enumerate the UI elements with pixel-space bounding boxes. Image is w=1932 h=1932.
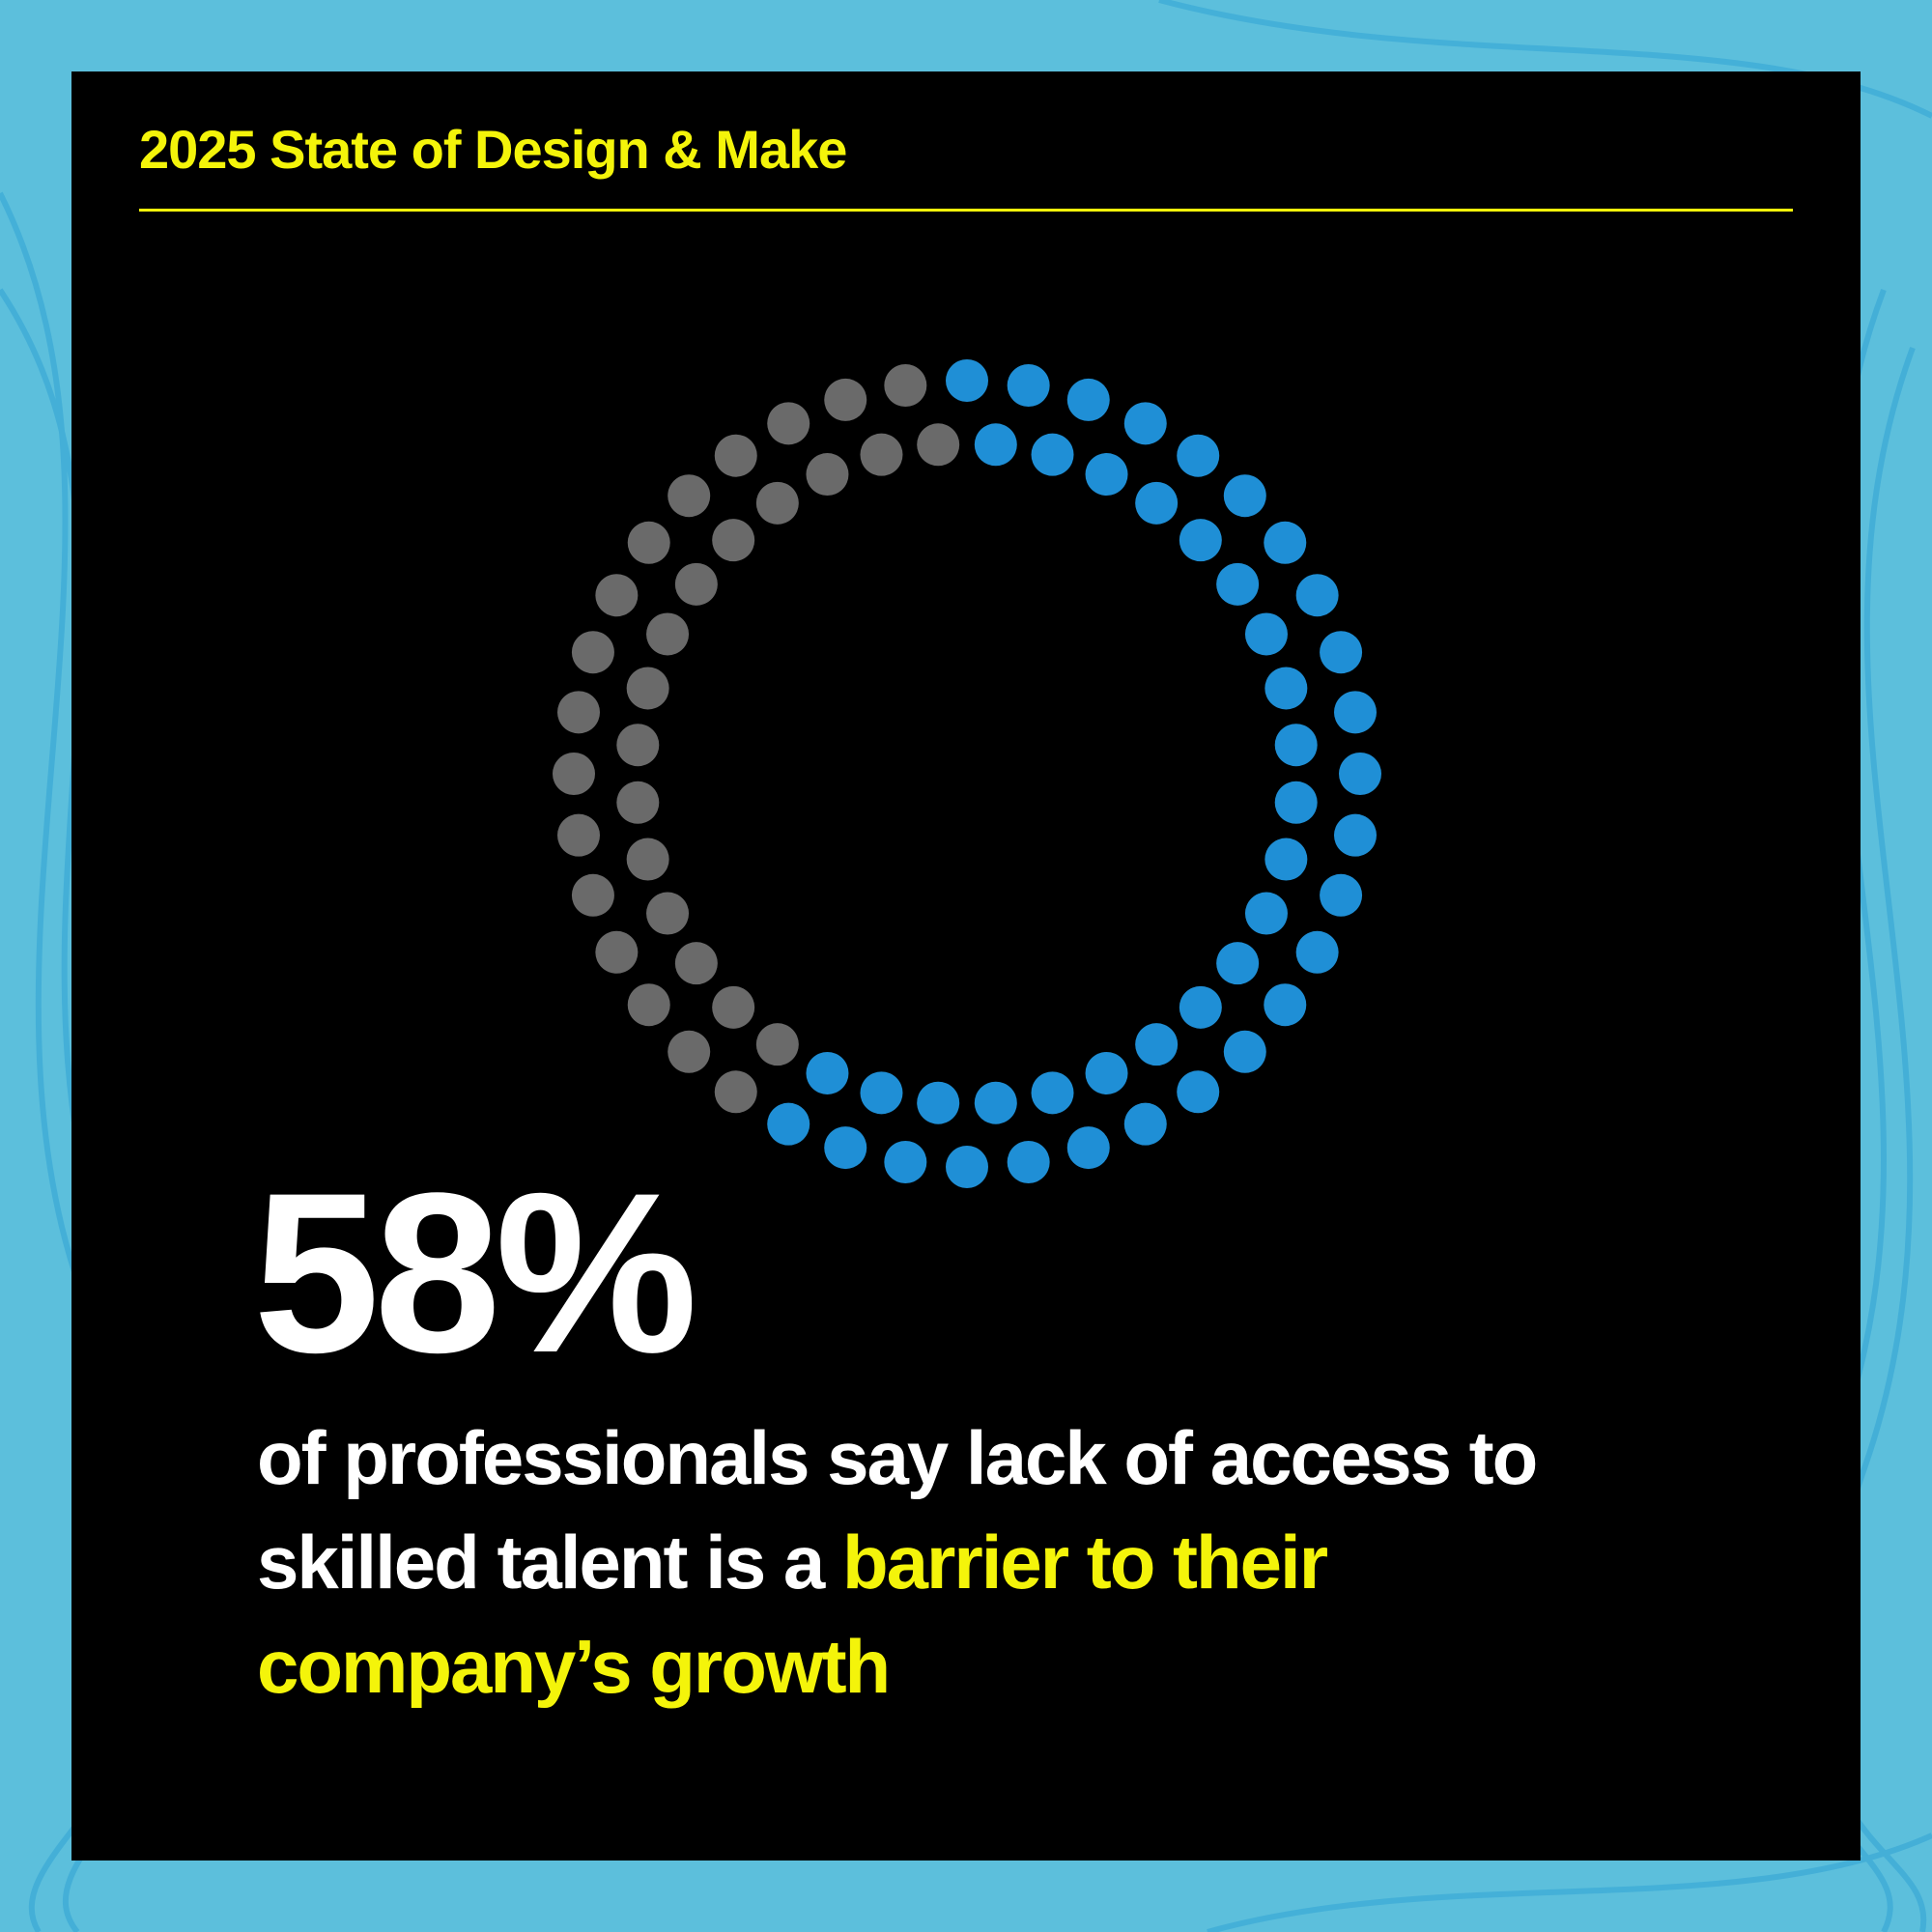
dot — [1066, 1126, 1110, 1170]
dot — [1007, 1140, 1050, 1183]
dot — [1264, 983, 1307, 1027]
dot — [1274, 781, 1318, 824]
dot — [1031, 1071, 1074, 1115]
dot — [646, 892, 690, 935]
dot — [824, 1126, 867, 1170]
dot — [1223, 474, 1266, 518]
value-dots — [767, 359, 1381, 1188]
title: 2025 State of Design & Make — [139, 119, 847, 180]
dot — [627, 983, 670, 1027]
dot — [917, 423, 960, 467]
dot — [626, 667, 669, 710]
dot — [712, 985, 755, 1029]
dot — [616, 781, 660, 824]
dot — [1295, 574, 1339, 617]
dot — [860, 433, 903, 476]
dot — [1264, 521, 1307, 564]
dot — [1264, 667, 1308, 710]
dot — [1007, 364, 1050, 408]
dot — [1320, 631, 1363, 674]
dot — [1177, 1070, 1220, 1114]
dot — [824, 378, 867, 421]
dot — [1244, 612, 1288, 656]
dot — [1274, 724, 1318, 767]
dot — [1223, 1030, 1266, 1073]
dot — [571, 631, 614, 674]
dot — [1244, 892, 1288, 935]
dot — [1123, 1102, 1167, 1146]
dot — [974, 423, 1017, 467]
dot — [767, 1102, 810, 1146]
dot — [1333, 691, 1377, 734]
dot — [668, 1030, 711, 1073]
dot — [712, 519, 755, 562]
dot — [1264, 838, 1308, 881]
dot — [627, 521, 670, 564]
dot — [626, 838, 669, 881]
rest-dots — [553, 364, 960, 1114]
dot — [668, 474, 711, 518]
dot — [755, 481, 799, 525]
dot — [1123, 402, 1167, 445]
caption-text: of professionals say lack of access to s… — [257, 1415, 1538, 1605]
dot — [1031, 433, 1074, 476]
dot — [767, 402, 810, 445]
dot — [557, 691, 601, 734]
dot — [946, 359, 988, 402]
dot — [595, 574, 639, 617]
dot — [1135, 481, 1179, 525]
dot — [1320, 873, 1363, 917]
dot — [616, 724, 660, 767]
value-label: 58% — [253, 1146, 697, 1401]
dot — [917, 1081, 960, 1124]
dot — [1333, 813, 1377, 857]
dot — [595, 930, 639, 974]
dot — [674, 562, 718, 606]
dot — [1339, 753, 1381, 795]
dot — [1295, 930, 1339, 974]
dot — [1179, 985, 1222, 1029]
dot — [1066, 378, 1110, 421]
caption-highlight: barrier to their company’s growth — [257, 1520, 1328, 1709]
dot — [974, 1081, 1017, 1124]
dot — [884, 364, 927, 408]
dot — [571, 873, 614, 917]
dot — [1177, 434, 1220, 477]
dot — [674, 942, 718, 985]
dot — [1179, 519, 1222, 562]
divider — [139, 209, 1793, 212]
dot — [1085, 1051, 1128, 1094]
dot — [553, 753, 595, 795]
dot — [1085, 453, 1128, 497]
dot — [860, 1071, 903, 1115]
dot — [1216, 942, 1260, 985]
dot — [714, 434, 757, 477]
dot — [755, 1023, 799, 1066]
caption: of professionals say lack of access to s… — [257, 1406, 1687, 1719]
dot — [646, 612, 690, 656]
dot — [806, 453, 849, 497]
dot — [557, 813, 601, 857]
dot — [714, 1070, 757, 1114]
dot — [1135, 1023, 1179, 1066]
dot — [884, 1140, 927, 1183]
dot — [806, 1051, 849, 1094]
dot — [1216, 562, 1260, 606]
dot — [946, 1146, 988, 1188]
